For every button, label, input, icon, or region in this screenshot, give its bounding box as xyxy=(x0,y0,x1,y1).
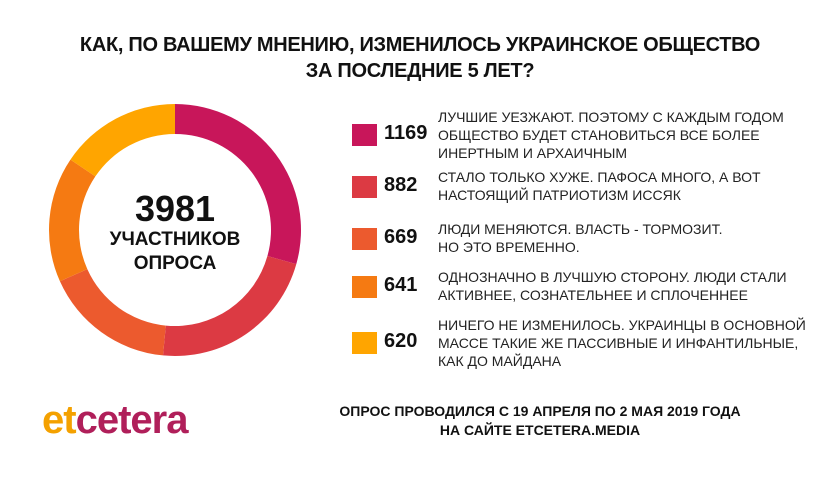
footnote-line: ОПРОС ПРОВОДИЛСЯ С 19 АПРЕЛЯ ПО 2 МАЯ 20… xyxy=(339,403,741,419)
footnote-line: НА САЙТЕ ETCETERA.MEDIA xyxy=(439,422,641,438)
total-label: ОПРОСА xyxy=(133,253,217,274)
etcetera-logo: etcetera xyxy=(42,398,189,443)
legend-value: 641 xyxy=(384,274,418,296)
legend-value: 1169 xyxy=(384,122,428,144)
title-line: КАК, ПО ВАШЕМУ МНЕНИЮ, ИЗМЕНИЛОСЬ УКРАИН… xyxy=(79,34,761,56)
legend-label: ЛУЧШИЕ УЕЗЖАЮТ. ПОЭТОМУ С КАЖДЫМ ГОДОМ ОБ… xyxy=(438,108,838,162)
donut-slice-0 xyxy=(175,104,301,265)
legend-label-line: СТАЛО ТОЛЬКО ХУЖЕ. ПАФОСА МНОГО, А ВОТ xyxy=(438,169,761,185)
legend-label-line: ОБЩЕСТВО БУДЕТ СТАНОВИТЬСЯ ВСЕ БОЛЕЕ xyxy=(438,127,760,143)
legend-label-line: ЛЮДИ МЕНЯЮТСЯ. ВЛАСТЬ - ТОРМОЗИТ. xyxy=(438,221,723,237)
legend-label-line: МАССЕ ТАКИЕ ЖЕ ПАССИВНЫЕ И ИНФАНТИЛЬНЫЕ, xyxy=(438,335,799,351)
legend-swatch xyxy=(352,276,377,298)
legend-label-line: НО ЭТО ВРЕМЕННО. xyxy=(438,239,580,255)
legend-value: 620 xyxy=(384,330,418,352)
legend-value: 882 xyxy=(384,174,418,196)
legend-label-line: ОДНОЗНАЧНО В ЛУЧШУЮ СТОРОНУ. ЛЮДИ СТАЛИ xyxy=(438,269,787,285)
logo-part: et xyxy=(42,398,77,442)
donut-chart xyxy=(48,104,301,356)
legend-swatch xyxy=(352,176,377,198)
chart-title: КАК, ПО ВАШЕМУ МНЕНИЮ, ИЗМЕНИЛОСЬ УКРАИН… xyxy=(0,32,840,84)
donut-center: 3981 УЧАСТНИКОВ ОПРОСА xyxy=(95,190,255,276)
legend-value: 669 xyxy=(384,226,418,248)
legend-label-line: НАСТОЯЩИЙ ПАТРИОТИЗМ ИССЯК xyxy=(438,187,681,203)
legend-label-line: КАК ДО МАЙДАНА xyxy=(438,353,562,369)
donut-slice-3 xyxy=(48,159,96,282)
legend-label: ОДНОЗНАЧНО В ЛУЧШУЮ СТОРОНУ. ЛЮДИ СТАЛИ А… xyxy=(438,268,838,304)
legend-swatch xyxy=(352,332,377,354)
legend-label-line: АКТИВНЕЕ, СОЗНАТЕЛЬНЕЕ И СПЛОЧЕННЕЕ xyxy=(438,287,748,303)
legend-swatch xyxy=(352,228,377,250)
legend-label: ЛЮДИ МЕНЯЮТСЯ. ВЛАСТЬ - ТОРМОЗИТ. НО ЭТО … xyxy=(438,220,838,256)
donut-slice-1 xyxy=(162,255,297,356)
logo-part: cetera xyxy=(75,398,189,442)
legend-label-line: ИНЕРТНЫМ И АРХАИЧНЫМ xyxy=(438,145,628,161)
donut-slice-4 xyxy=(70,104,175,177)
survey-footnote: ОПРОС ПРОВОДИЛСЯ С 19 АПРЕЛЯ ПО 2 МАЯ 20… xyxy=(300,402,780,440)
legend-label: НИЧЕГО НЕ ИЗМЕНИЛОСЬ. УКРАИНЦЫ В ОСНОВНО… xyxy=(438,316,838,370)
title-line: ЗА ПОСЛЕДНИЕ 5 ЛЕТ? xyxy=(305,60,535,82)
legend-label-line: ЛУЧШИЕ УЕЗЖАЮТ. ПОЭТОМУ С КАЖДЫМ ГОДОМ xyxy=(438,109,784,125)
donut-slice-2 xyxy=(59,269,166,356)
legend-label: СТАЛО ТОЛЬКО ХУЖЕ. ПАФОСА МНОГО, А ВОТ НА… xyxy=(438,168,838,204)
legend-swatch xyxy=(352,124,377,146)
legend-label-line: НИЧЕГО НЕ ИЗМЕНИЛОСЬ. УКРАИНЦЫ В ОСНОВНО… xyxy=(438,317,806,333)
total-count: 3981 xyxy=(134,188,216,229)
total-label: УЧАСТНИКОВ xyxy=(109,229,241,250)
